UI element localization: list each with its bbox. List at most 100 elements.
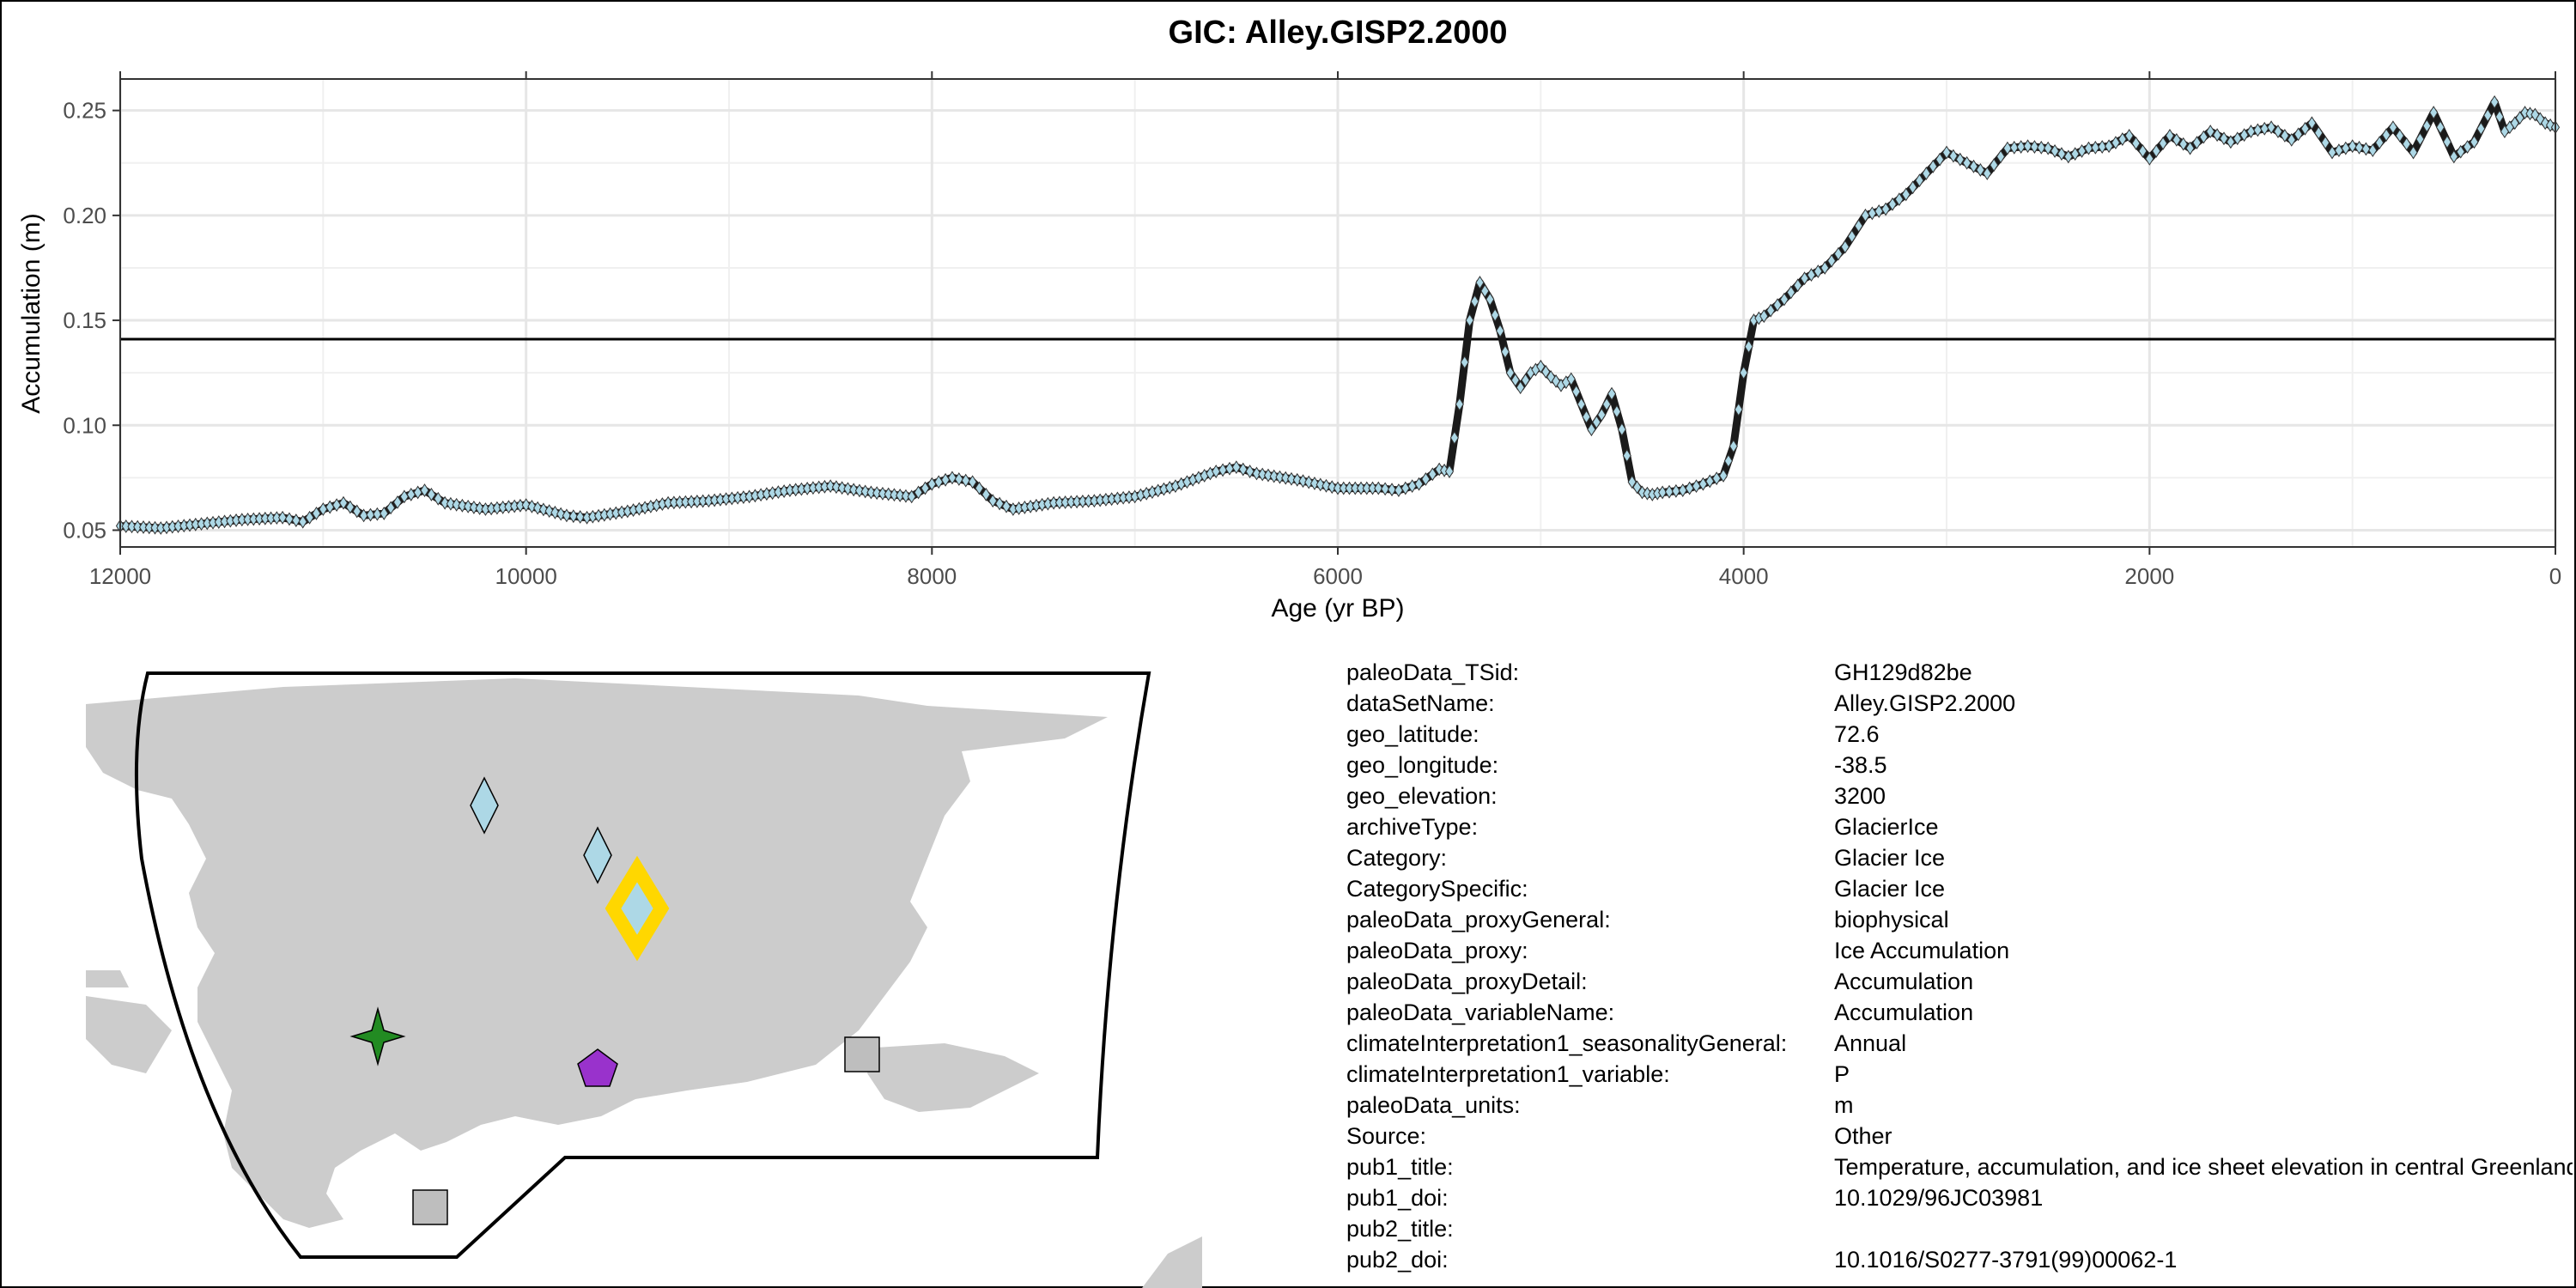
data-point bbox=[2145, 151, 2154, 166]
data-point bbox=[1664, 484, 1674, 499]
data-point bbox=[2239, 128, 2249, 143]
data-point bbox=[2260, 121, 2269, 136]
data-point bbox=[854, 483, 865, 498]
data-point bbox=[2515, 111, 2524, 125]
data-point bbox=[947, 471, 957, 485]
metadata-key: geo_latitude: bbox=[1346, 721, 1479, 747]
map-boundary bbox=[134, 671, 1151, 1259]
data-point bbox=[2124, 129, 2134, 143]
data-point bbox=[127, 519, 137, 534]
data-point bbox=[2152, 143, 2161, 158]
metadata-value: 10.1029/96JC03981 bbox=[1834, 1185, 2044, 1211]
data-point bbox=[1500, 344, 1510, 359]
y-tick-label: 0.05 bbox=[63, 517, 106, 543]
data-point bbox=[872, 486, 882, 501]
data-point bbox=[1607, 386, 1617, 401]
data-point bbox=[1627, 475, 1637, 489]
data-point bbox=[860, 484, 870, 499]
data-point bbox=[427, 487, 436, 501]
data-point bbox=[1495, 324, 1505, 338]
grid-lines bbox=[118, 79, 2557, 547]
data-point bbox=[1969, 159, 1978, 173]
data-point bbox=[2402, 137, 2411, 151]
data-point bbox=[2314, 125, 2324, 140]
data-point bbox=[1345, 481, 1354, 495]
data-point bbox=[1218, 463, 1228, 477]
data-point bbox=[968, 475, 977, 489]
data-point bbox=[392, 495, 403, 509]
data-point bbox=[2287, 132, 2296, 147]
metadata-key: pub1_doi: bbox=[1346, 1185, 1449, 1211]
data-point bbox=[2490, 94, 2500, 109]
data-point bbox=[1304, 475, 1314, 489]
data-point bbox=[1901, 187, 1911, 202]
x-tick-label: 6000 bbox=[1313, 563, 1363, 589]
data-point bbox=[338, 495, 349, 510]
data-point bbox=[1480, 283, 1490, 298]
data-point bbox=[1428, 467, 1437, 482]
data-point bbox=[2199, 130, 2208, 144]
light-blue-diamond-marker bbox=[470, 776, 499, 835]
x-tick-label: 12000 bbox=[89, 563, 151, 589]
site-map bbox=[86, 671, 1202, 1288]
data-point bbox=[2253, 123, 2263, 137]
metadata-value: GH129d82be bbox=[1834, 659, 1972, 685]
data-point bbox=[1444, 465, 1455, 478]
data-point bbox=[1955, 152, 1965, 167]
data-point bbox=[2044, 141, 2053, 155]
data-point bbox=[843, 482, 853, 496]
metadata-value: Ice Accumulation bbox=[1834, 938, 2010, 963]
data-point bbox=[1252, 466, 1261, 481]
data-point bbox=[298, 514, 307, 529]
data-point bbox=[2030, 140, 2039, 154]
data-point bbox=[1435, 462, 1444, 477]
data-point bbox=[1582, 410, 1591, 424]
y-tick-label: 0.15 bbox=[63, 307, 106, 333]
data-point bbox=[2409, 145, 2418, 160]
data-point bbox=[1460, 355, 1469, 369]
data-point bbox=[1362, 481, 1371, 495]
data-point bbox=[2091, 140, 2100, 155]
data-point bbox=[2525, 106, 2535, 121]
metadata-value: P bbox=[1834, 1061, 1850, 1087]
data-point bbox=[2449, 149, 2458, 164]
metadata-value: -38.5 bbox=[1834, 752, 1887, 778]
light-blue-diamond-marker-2 bbox=[583, 826, 612, 884]
metadata-value: m bbox=[1834, 1092, 1854, 1118]
data-point bbox=[452, 497, 461, 512]
data-point bbox=[138, 520, 149, 534]
metadata-value: Glacier Ice bbox=[1834, 845, 1946, 871]
data-point bbox=[2463, 140, 2472, 154]
metadata-value: Temperature, accumulation, and ice sheet… bbox=[1834, 1154, 2573, 1180]
greenland-landmass bbox=[86, 678, 1202, 1288]
data-point bbox=[920, 481, 930, 495]
data-point bbox=[2131, 137, 2141, 150]
data-point bbox=[1800, 271, 1809, 286]
data-point bbox=[380, 506, 389, 520]
data-point bbox=[2050, 143, 2060, 158]
metadata-value: biophysical bbox=[1834, 907, 1949, 933]
x-tick-label: 10000 bbox=[495, 563, 557, 589]
y-tick-label: 0.10 bbox=[63, 412, 106, 438]
data-point bbox=[434, 491, 443, 506]
data-point bbox=[1847, 229, 1856, 244]
data-point bbox=[1728, 439, 1738, 453]
metadata-key: paleoData_proxy: bbox=[1346, 938, 1528, 963]
metadata-key: dataSetName: bbox=[1346, 690, 1495, 716]
data-point bbox=[2354, 140, 2364, 155]
data-point bbox=[954, 472, 963, 486]
data-point bbox=[2348, 139, 2357, 154]
data-point bbox=[144, 520, 154, 535]
data-point bbox=[1309, 477, 1320, 490]
data-point bbox=[2178, 137, 2188, 151]
data-point bbox=[1718, 468, 1728, 483]
data-point bbox=[2098, 140, 2107, 154]
series-accumulation bbox=[115, 94, 2561, 535]
metadata-key: geo_longitude: bbox=[1346, 752, 1499, 778]
data-point bbox=[458, 498, 467, 513]
data-point bbox=[1976, 162, 1985, 177]
metadata-key: CategorySpecific: bbox=[1346, 876, 1528, 902]
metadata-key: Category: bbox=[1346, 845, 1448, 871]
data-point bbox=[2104, 139, 2114, 154]
